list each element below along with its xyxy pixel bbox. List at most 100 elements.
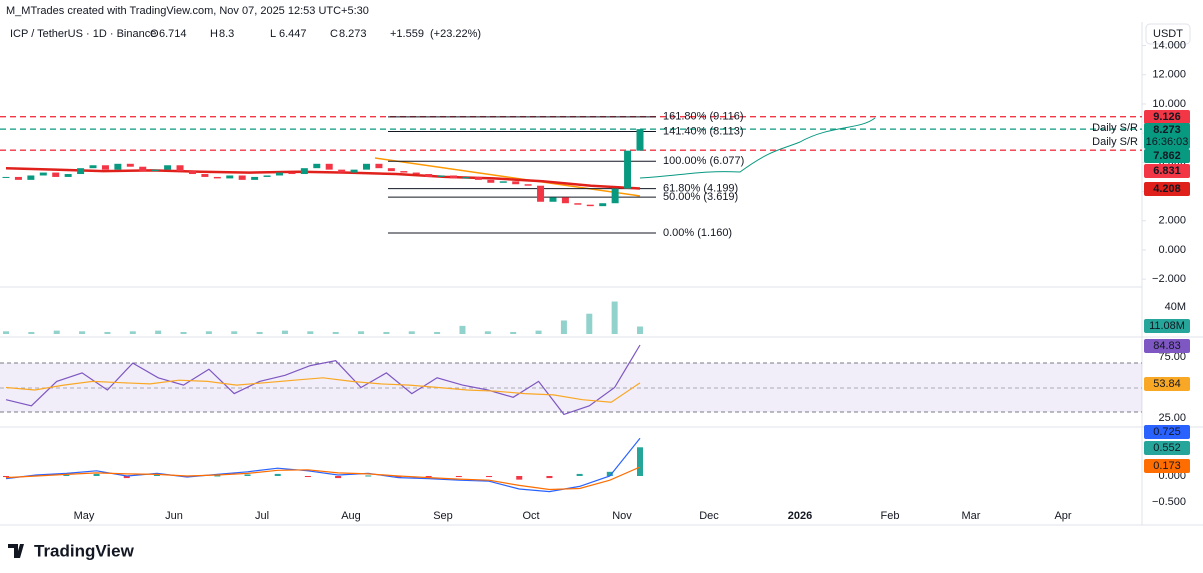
price-label: 7.862 [1153, 150, 1181, 162]
volume-bar [180, 331, 187, 334]
y-tick-label: −0.500 [1152, 496, 1186, 508]
macd-hist [365, 475, 372, 477]
candle [524, 184, 532, 186]
candle [39, 172, 47, 176]
price-label-box [1144, 149, 1190, 163]
rsi-line [5, 344, 641, 416]
candle [487, 179, 495, 183]
rsi-ma-line [5, 377, 641, 403]
candle [52, 172, 60, 177]
symbol: ICP / TetherUS · 1D · Binance [10, 28, 156, 40]
ma-label: 4.208 [1153, 183, 1181, 195]
volume-bar [560, 320, 567, 334]
candle [151, 169, 159, 172]
candle [139, 166, 147, 172]
candle [2, 176, 10, 178]
candle [375, 163, 383, 169]
macd-label-box [1144, 459, 1190, 473]
macd-hist [425, 475, 432, 478]
volume-bar [104, 331, 111, 334]
macd-label-box [1144, 441, 1190, 455]
candle [350, 169, 358, 173]
volume-bar [28, 331, 35, 334]
macd-hist [63, 474, 70, 476]
volume-label: 11.08M [1149, 320, 1185, 332]
candle [549, 197, 557, 202]
candle [450, 175, 458, 179]
rsi-ma-label: 53.84 [1153, 378, 1181, 390]
x-tick-label: Jul [255, 510, 269, 522]
x-tick-label: Sep [433, 510, 453, 522]
macd-label: 0.173 [1153, 460, 1181, 472]
macd-hist [576, 473, 583, 476]
candle [636, 129, 644, 151]
volume-bar [205, 331, 212, 334]
ohlc-key: L [270, 28, 276, 40]
y-tick-label: 75.00 [1158, 351, 1186, 363]
macd-hist [516, 475, 523, 480]
ohlc-key: C [330, 28, 338, 40]
y-tick-label: 10.000 [1152, 98, 1186, 110]
macd-hist [395, 475, 402, 478]
macd-hist [153, 474, 160, 476]
y-tick-label: 12.000 [1152, 69, 1186, 81]
macd-hist [93, 473, 100, 476]
candle [164, 165, 172, 170]
x-tick-label: Feb [881, 510, 900, 522]
candle [300, 168, 308, 175]
candle [64, 174, 72, 177]
candle [101, 165, 109, 170]
macd-hist [335, 475, 342, 479]
macd-label-box [1144, 425, 1190, 439]
x-tick-label: 2026 [788, 510, 812, 522]
candle [201, 174, 209, 177]
currency[interactable]: USDT [1153, 28, 1183, 40]
candle [474, 176, 482, 180]
volume-bar [53, 330, 60, 334]
volume-bar [281, 330, 288, 334]
x-tick-label: Nov [612, 510, 632, 522]
x-tick-label: Oct [522, 510, 539, 522]
fib-label: 100.00% (6.077) [663, 155, 744, 167]
volume-bar [383, 331, 390, 334]
price-label-box [1144, 164, 1190, 178]
macd-hist [304, 475, 311, 478]
candle [89, 165, 97, 169]
ohlc-key: H [210, 28, 218, 40]
candle [238, 175, 246, 180]
volume-bar [586, 313, 593, 334]
volume-bar [332, 331, 339, 334]
fib-label: 0.00% (1.160) [663, 227, 732, 239]
macd-hist [244, 474, 251, 476]
candle [275, 172, 283, 176]
volume-bar [358, 331, 365, 334]
volume-bar [231, 331, 238, 334]
candle [338, 169, 346, 173]
candle [561, 197, 569, 204]
ohlc-value: 6.447 [279, 28, 307, 40]
rsi-label-box [1144, 339, 1190, 353]
y-tick-label: 0.000 [1158, 244, 1186, 256]
macd-hist [214, 475, 221, 477]
currency-button[interactable] [1145, 23, 1191, 45]
y-tick-label: 2.000 [1158, 215, 1186, 227]
x-tick-label: Aug [341, 510, 361, 522]
macd-hist [455, 475, 462, 478]
candle [77, 168, 85, 175]
volume-bar [408, 331, 415, 334]
candle [188, 171, 196, 175]
macd-label: 0.552 [1153, 442, 1181, 454]
candle [574, 203, 582, 205]
macd-hist [606, 471, 613, 476]
macd-hist [3, 475, 9, 478]
candle [387, 168, 395, 172]
candle [363, 163, 371, 170]
x-tick-label: May [74, 510, 95, 522]
macd-hist [274, 473, 281, 476]
close-label-box [1144, 123, 1190, 149]
candle [176, 165, 184, 172]
x-tick-label: Mar [962, 510, 981, 522]
projection [639, 117, 876, 179]
macd-hist [486, 475, 493, 478]
